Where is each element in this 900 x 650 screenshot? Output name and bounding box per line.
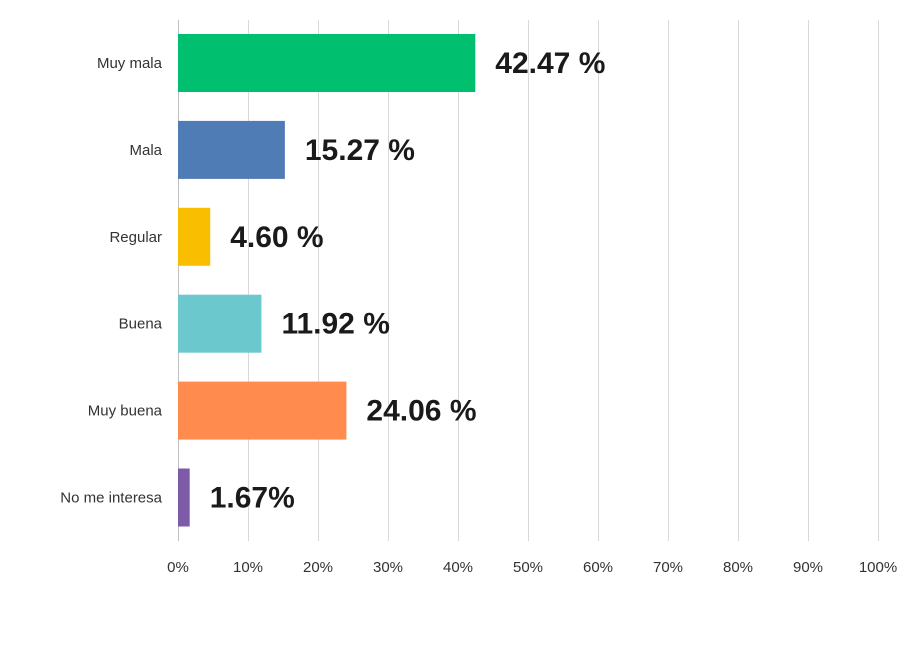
x-tick-label: 100% xyxy=(859,559,897,576)
data-label: 15.27 % xyxy=(305,134,415,167)
gridlines xyxy=(178,20,879,541)
category-label: Mala xyxy=(129,142,162,159)
data-label: 24.06 % xyxy=(366,395,476,428)
category-label: Regular xyxy=(109,229,162,246)
data-label: 4.60 % xyxy=(230,221,323,254)
x-tick-label: 50% xyxy=(513,559,543,576)
data-label: 1.67% xyxy=(210,482,295,515)
category-label: Muy mala xyxy=(97,55,163,72)
category-label: Buena xyxy=(119,316,163,333)
x-tick-label: 30% xyxy=(373,559,403,576)
x-tick-label: 90% xyxy=(793,559,823,576)
bar xyxy=(178,294,262,353)
bar xyxy=(178,34,476,92)
bar xyxy=(178,207,211,266)
bars xyxy=(178,34,476,527)
data-labels: 42.47 % 15.27 % 4.60 % 11.92 % 24.06 % 1.67% xyxy=(210,47,606,515)
x-tick-label: 80% xyxy=(723,559,753,576)
x-tick-labels: 0% 10% 20% 30% 40% 50% 60% 70% 80% 90% 100% xyxy=(167,559,897,576)
data-label: 42.47 % xyxy=(495,47,605,80)
x-tick-label: 60% xyxy=(583,559,613,576)
bar xyxy=(178,381,347,440)
category-label: No me interesa xyxy=(60,490,162,507)
x-tick-label: 0% xyxy=(167,559,189,576)
x-tick-label: 20% xyxy=(303,559,333,576)
category-labels: Muy mala Mala Regular Buena Muy buena No me i… xyxy=(60,55,162,507)
data-label: 11.92 % xyxy=(281,308,389,341)
bar xyxy=(178,468,190,527)
x-tick-label: 40% xyxy=(443,559,473,576)
x-tick-label: 70% xyxy=(653,559,683,576)
bar xyxy=(178,120,285,179)
x-tick-label: 10% xyxy=(233,559,263,576)
category-label: Muy buena xyxy=(88,403,163,420)
